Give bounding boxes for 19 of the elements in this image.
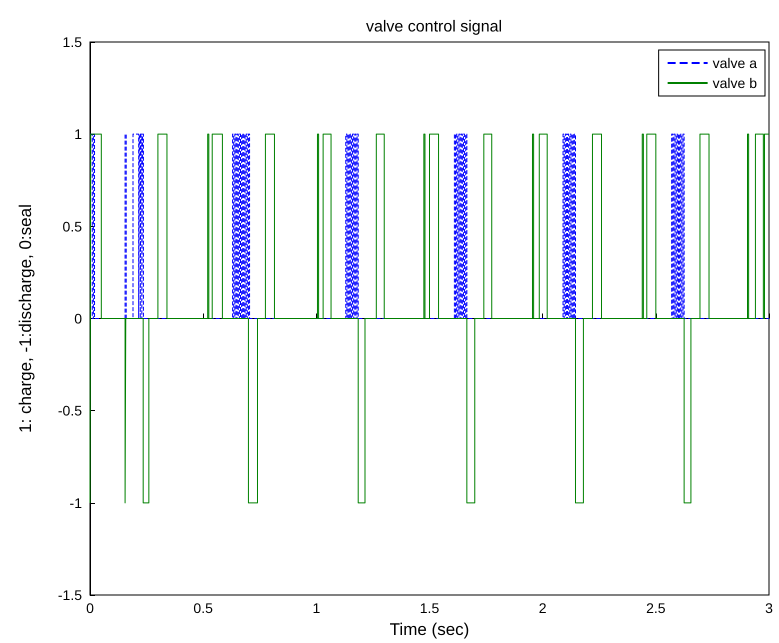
- x-tick-label: 1.5: [420, 600, 440, 616]
- y-tick-label: -0.5: [58, 402, 82, 419]
- y-tick-label: 0.5: [62, 218, 82, 234]
- x-axis-title: Time (sec): [390, 620, 470, 639]
- legend-label: valve b: [712, 75, 758, 91]
- y-tick-label: 0: [74, 310, 82, 326]
- y-tick-label: 1: [74, 126, 82, 142]
- y-tick-label: -1.5: [58, 587, 82, 603]
- x-tick-label: 2.5: [646, 600, 666, 616]
- chart-title: valve control signal: [366, 18, 502, 36]
- x-tick-label: 3: [765, 600, 774, 616]
- x-tick-label: 2: [538, 600, 547, 616]
- y-tick-label: -1: [70, 494, 82, 511]
- x-tick-label: 0.5: [193, 600, 214, 616]
- legend-label: valve a: [712, 55, 758, 71]
- y-tick-label: 1.5: [62, 34, 82, 50]
- x-tick-label: 0: [86, 600, 94, 616]
- x-tick-label: 1: [312, 600, 320, 616]
- y-axis-title: 1: charge, -1:discharge, 0:seal: [16, 204, 35, 433]
